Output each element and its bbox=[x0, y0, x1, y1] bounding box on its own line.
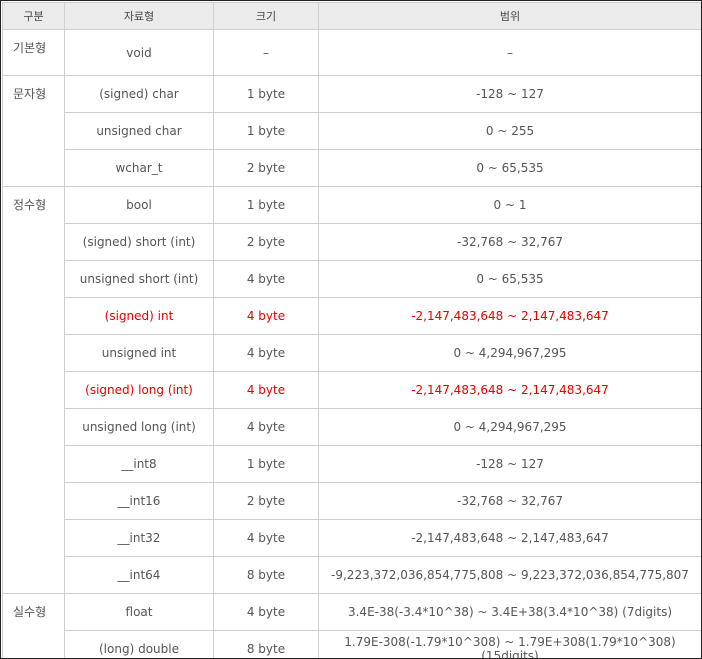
header-category: 구분 bbox=[2, 2, 65, 30]
size-cell: 2 byte bbox=[213, 223, 319, 261]
range-cell: 0 ~ 65,535 bbox=[318, 260, 701, 298]
size-cell: 4 byte bbox=[213, 593, 319, 631]
type-cell: unsigned long (int) bbox=[64, 408, 214, 446]
range-cell: 1.79E-308(-1.79*10^308) ~ 1.79E+308(1.79… bbox=[318, 630, 701, 658]
type-cell: void bbox=[64, 29, 214, 76]
range-cell: -2,147,483,648 ~ 2,147,483,647 bbox=[318, 297, 701, 335]
type-cell: (long) double bbox=[64, 630, 214, 658]
category-integer: 정수형 bbox=[2, 186, 65, 594]
table-row: 실수형 float 4 byte 3.4E-38(-3.4*10^38) ~ 3… bbox=[2, 593, 701, 658]
range-cell: 0 ~ 1 bbox=[318, 186, 701, 224]
table-row: wchar_t 2 byte 0 ~ 65,535 bbox=[3, 149, 701, 187]
table-row-highlighted: (signed) long (int) 4 byte -2,147,483,64… bbox=[3, 371, 701, 409]
size-cell: 1 byte bbox=[213, 112, 319, 150]
type-cell: unsigned short (int) bbox=[64, 260, 214, 298]
header-type: 자료형 bbox=[64, 2, 214, 30]
table-row: 문자형 (signed) char 1 byte -128 ~ 127 bbox=[2, 75, 701, 187]
range-cell: -128 ~ 127 bbox=[318, 445, 701, 483]
type-cell: __int64 bbox=[64, 556, 214, 594]
table-row: 기본형 void – – bbox=[2, 29, 701, 76]
type-cell: (signed) char bbox=[64, 75, 214, 113]
type-cell: __int16 bbox=[64, 482, 214, 520]
type-cell: (signed) short (int) bbox=[64, 223, 214, 261]
table-row: __int64 8 byte -9,223,372,036,854,775,80… bbox=[3, 556, 701, 594]
range-cell: -32,768 ~ 32,767 bbox=[318, 223, 701, 261]
table-row: unsigned int 4 byte 0 ~ 4,294,967,295 bbox=[3, 334, 701, 372]
category-character: 문자형 bbox=[2, 75, 65, 187]
size-cell: 1 byte bbox=[213, 186, 319, 224]
size-cell: 1 byte bbox=[213, 75, 319, 113]
table-row: __int16 2 byte -32,768 ~ 32,767 bbox=[3, 482, 701, 520]
range-cell: 3.4E-38(-3.4*10^38) ~ 3.4E+38(3.4*10^38)… bbox=[318, 593, 701, 631]
header-row: 구분 자료형 크기 범위 bbox=[2, 2, 701, 30]
table-row: __int32 4 byte -2,147,483,648 ~ 2,147,48… bbox=[3, 519, 701, 557]
table-row: (signed) short (int) 2 byte -32,768 ~ 32… bbox=[3, 223, 701, 261]
size-cell: 4 byte bbox=[213, 519, 319, 557]
range-cell: 0 ~ 65,535 bbox=[318, 149, 701, 187]
header-range: 범위 bbox=[318, 2, 701, 30]
type-cell: wchar_t bbox=[64, 149, 214, 187]
range-cell: -32,768 ~ 32,767 bbox=[318, 482, 701, 520]
range-cell: – bbox=[318, 29, 701, 76]
table-row: __int8 1 byte -128 ~ 127 bbox=[3, 445, 701, 483]
size-cell: 4 byte bbox=[213, 260, 319, 298]
type-cell: __int8 bbox=[64, 445, 214, 483]
type-cell: __int32 bbox=[64, 519, 214, 557]
range-cell: 0 ~ 4,294,967,295 bbox=[318, 334, 701, 372]
range-cell: -9,223,372,036,854,775,808 ~ 9,223,372,0… bbox=[318, 556, 701, 594]
header-size: 크기 bbox=[213, 2, 319, 30]
category-real: 실수형 bbox=[2, 593, 65, 658]
size-cell: 4 byte bbox=[213, 371, 319, 409]
type-cell: unsigned int bbox=[64, 334, 214, 372]
table-row: unsigned long (int) 4 byte 0 ~ 4,294,967… bbox=[3, 408, 701, 446]
range-cell: 0 ~ 4,294,967,295 bbox=[318, 408, 701, 446]
range-cell: 0 ~ 255 bbox=[318, 112, 701, 150]
table-row: 정수형 bool 1 byte 0 ~ 1 bbox=[2, 186, 701, 594]
size-cell: 4 byte bbox=[213, 297, 319, 335]
type-cell: float bbox=[64, 593, 214, 631]
type-cell: bool bbox=[64, 186, 214, 224]
size-cell: 1 byte bbox=[213, 445, 319, 483]
range-cell: -2,147,483,648 ~ 2,147,483,647 bbox=[318, 519, 701, 557]
size-cell: 4 byte bbox=[213, 408, 319, 446]
range-cell: -128 ~ 127 bbox=[318, 75, 701, 113]
type-cell: (signed) int bbox=[64, 297, 214, 335]
category-basic: 기본형 bbox=[2, 29, 65, 76]
size-cell: 8 byte bbox=[213, 556, 319, 594]
range-cell: -2,147,483,648 ~ 2,147,483,647 bbox=[318, 371, 701, 409]
size-cell: – bbox=[213, 29, 319, 76]
type-cell: unsigned char bbox=[64, 112, 214, 150]
size-cell: 4 byte bbox=[213, 334, 319, 372]
table-row: unsigned short (int) 4 byte 0 ~ 65,535 bbox=[3, 260, 701, 298]
type-cell: (signed) long (int) bbox=[64, 371, 214, 409]
table-row: (long) double 8 byte 1.79E-308(-1.79*10^… bbox=[3, 630, 701, 658]
table-row-highlighted: (signed) int 4 byte -2,147,483,648 ~ 2,1… bbox=[3, 297, 701, 335]
table-row: unsigned char 1 byte 0 ~ 255 bbox=[3, 112, 701, 150]
size-cell: 8 byte bbox=[213, 630, 319, 658]
size-cell: 2 byte bbox=[213, 482, 319, 520]
size-cell: 2 byte bbox=[213, 149, 319, 187]
